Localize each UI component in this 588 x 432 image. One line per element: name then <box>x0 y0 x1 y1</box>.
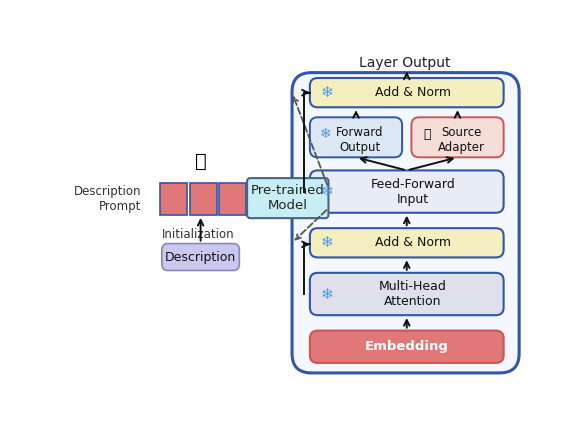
Text: Add & Norm: Add & Norm <box>375 236 451 249</box>
Text: ❄: ❄ <box>320 85 333 100</box>
Text: 🔥: 🔥 <box>423 128 430 141</box>
Text: Layer Output: Layer Output <box>359 56 451 70</box>
Text: ❄: ❄ <box>320 235 333 250</box>
FancyBboxPatch shape <box>310 170 504 213</box>
Text: ❄: ❄ <box>320 286 333 302</box>
Bar <box>190 183 217 215</box>
FancyBboxPatch shape <box>412 118 504 157</box>
Text: Add & Norm: Add & Norm <box>375 86 451 99</box>
Text: Embedding: Embedding <box>365 340 449 353</box>
FancyBboxPatch shape <box>310 118 402 157</box>
Bar <box>161 183 188 215</box>
Text: Initialization: Initialization <box>162 228 235 241</box>
FancyBboxPatch shape <box>310 228 504 257</box>
FancyBboxPatch shape <box>247 178 329 218</box>
Text: Forward
Output: Forward Output <box>336 127 383 154</box>
FancyBboxPatch shape <box>310 273 504 315</box>
Text: Description
Prompt: Description Prompt <box>74 185 142 213</box>
Text: Description: Description <box>165 251 236 264</box>
Text: Source
Adapter: Source Adapter <box>438 127 485 154</box>
Text: ❄: ❄ <box>319 127 331 141</box>
FancyBboxPatch shape <box>292 73 519 373</box>
Bar <box>219 183 246 215</box>
FancyBboxPatch shape <box>310 330 504 363</box>
Text: Multi-Head
Attention: Multi-Head Attention <box>379 280 447 308</box>
Text: Feed-Forward
Input: Feed-Forward Input <box>370 178 455 206</box>
FancyBboxPatch shape <box>310 78 504 107</box>
Text: ❄: ❄ <box>320 184 333 199</box>
FancyBboxPatch shape <box>162 244 239 270</box>
Text: Pre-trained
Model: Pre-trained Model <box>251 184 325 212</box>
Text: 🔥: 🔥 <box>195 152 206 171</box>
